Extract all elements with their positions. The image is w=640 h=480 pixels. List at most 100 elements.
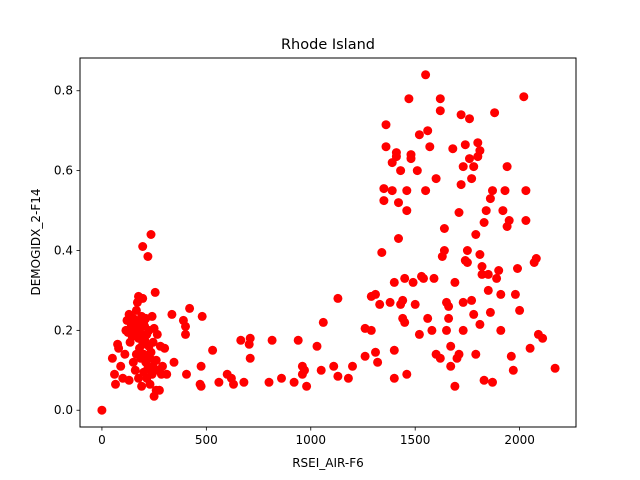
data-point bbox=[508, 365, 518, 375]
data-point bbox=[469, 162, 479, 172]
data-point bbox=[97, 405, 107, 415]
data-point bbox=[131, 305, 141, 315]
data-point bbox=[111, 379, 120, 389]
data-point bbox=[398, 295, 408, 305]
data-point bbox=[467, 174, 477, 184]
data-point bbox=[425, 142, 435, 152]
data-point bbox=[138, 293, 148, 303]
data-point bbox=[373, 357, 383, 367]
data-point bbox=[427, 325, 437, 335]
data-point bbox=[300, 365, 309, 375]
data-point bbox=[475, 250, 485, 259]
data-point bbox=[504, 216, 514, 225]
data-point bbox=[414, 329, 424, 339]
data-point bbox=[408, 277, 418, 287]
data-point bbox=[236, 335, 246, 345]
data-point bbox=[146, 230, 156, 239]
data-point bbox=[391, 148, 401, 158]
data-point bbox=[377, 248, 387, 257]
data-point bbox=[138, 242, 148, 251]
data-point bbox=[458, 297, 468, 307]
data-point bbox=[402, 206, 412, 216]
y-tick-label: 0.8 bbox=[54, 84, 73, 98]
data-point bbox=[465, 154, 474, 164]
data-point bbox=[450, 277, 460, 287]
data-point bbox=[502, 162, 512, 172]
data-point bbox=[531, 254, 541, 263]
data-point bbox=[402, 186, 412, 196]
data-point bbox=[389, 345, 399, 355]
data-point bbox=[515, 305, 525, 315]
data-point bbox=[460, 140, 470, 150]
data-point bbox=[214, 377, 224, 387]
data-point bbox=[137, 381, 147, 391]
data-point bbox=[475, 319, 485, 329]
data-point bbox=[454, 208, 464, 217]
data-point bbox=[550, 363, 560, 373]
data-point bbox=[421, 70, 431, 80]
data-point bbox=[146, 347, 156, 357]
data-point bbox=[264, 377, 274, 387]
data-point bbox=[289, 377, 299, 387]
data-point bbox=[456, 180, 466, 190]
data-point bbox=[500, 186, 510, 196]
y-axis-label: DEMOGIDX_2-F14 bbox=[29, 188, 43, 295]
data-point bbox=[446, 361, 456, 371]
data-point bbox=[371, 347, 380, 357]
data-point bbox=[387, 186, 397, 196]
data-point bbox=[435, 94, 445, 104]
data-point bbox=[158, 361, 167, 371]
data-point bbox=[498, 206, 508, 216]
data-point bbox=[521, 186, 531, 196]
data-point bbox=[394, 198, 403, 208]
x-tick-label: 0 bbox=[98, 433, 106, 447]
data-point bbox=[490, 108, 500, 118]
data-point bbox=[181, 329, 190, 339]
data-point bbox=[423, 126, 433, 136]
data-point bbox=[381, 120, 391, 130]
data-point bbox=[229, 379, 238, 389]
data-point bbox=[181, 321, 190, 331]
data-point bbox=[114, 343, 124, 353]
data-point bbox=[396, 166, 406, 176]
data-point bbox=[471, 230, 481, 239]
data-point bbox=[379, 196, 389, 206]
data-point bbox=[312, 341, 322, 351]
data-point bbox=[467, 295, 477, 305]
data-point bbox=[513, 264, 522, 273]
data-point bbox=[154, 385, 164, 395]
data-point bbox=[302, 381, 312, 391]
data-point bbox=[185, 303, 195, 313]
data-point bbox=[485, 307, 495, 317]
data-point bbox=[150, 287, 160, 297]
y-tick-label: 0.6 bbox=[54, 164, 73, 178]
data-point bbox=[366, 325, 376, 335]
data-point bbox=[110, 369, 119, 379]
data-point bbox=[481, 206, 491, 216]
y-tick-label: 0.4 bbox=[54, 243, 73, 257]
data-point bbox=[454, 349, 464, 359]
data-point bbox=[343, 373, 353, 383]
data-point bbox=[519, 92, 529, 102]
data-point bbox=[510, 289, 520, 299]
data-point bbox=[469, 309, 479, 319]
data-point bbox=[477, 262, 487, 271]
data-point bbox=[124, 375, 134, 385]
data-point bbox=[488, 377, 497, 387]
data-point bbox=[152, 329, 162, 339]
data-point bbox=[148, 337, 158, 347]
data-point bbox=[182, 369, 191, 379]
data-point bbox=[475, 146, 485, 156]
data-point bbox=[462, 258, 472, 267]
data-point bbox=[375, 299, 385, 309]
data-point bbox=[477, 269, 487, 279]
data-point bbox=[120, 349, 130, 359]
data-point bbox=[521, 216, 531, 225]
data-point bbox=[239, 377, 249, 387]
data-point bbox=[197, 311, 207, 321]
data-point bbox=[316, 365, 326, 375]
chart-title: Rhode Island bbox=[281, 37, 375, 53]
data-point bbox=[160, 343, 170, 353]
data-points bbox=[97, 70, 560, 415]
data-point bbox=[389, 277, 399, 287]
